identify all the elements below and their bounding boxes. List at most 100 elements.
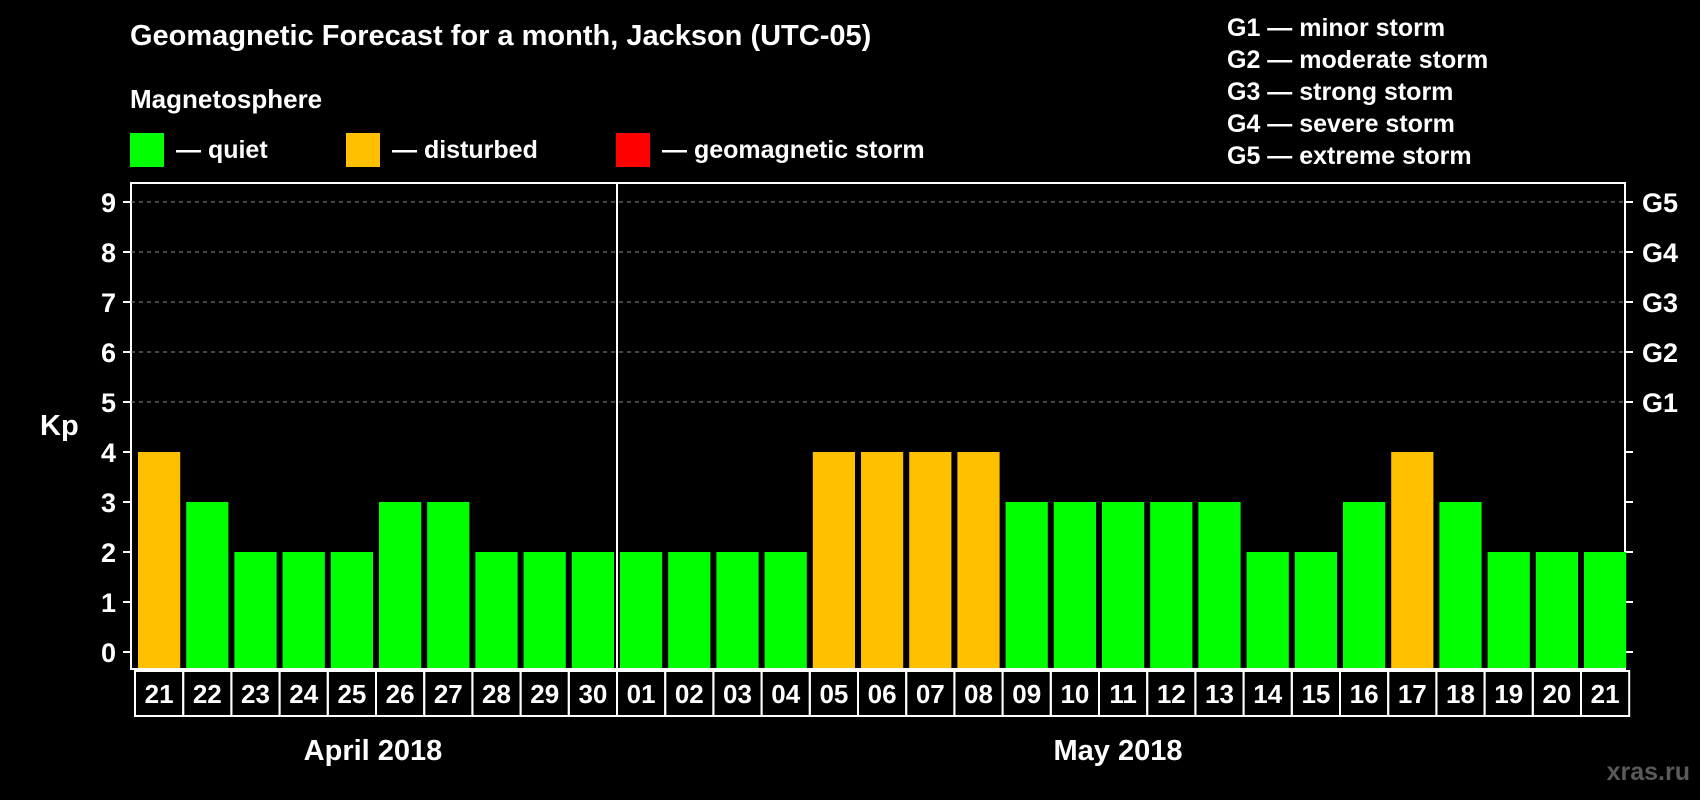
x-tick-label-26: 17 bbox=[1398, 679, 1427, 709]
bar-2-23 bbox=[234, 552, 277, 668]
bar-11-02 bbox=[668, 552, 711, 668]
x-tick-label-8: 29 bbox=[530, 679, 559, 709]
y-tick-label-2: 2 bbox=[101, 538, 116, 568]
bar-14-05 bbox=[812, 452, 855, 668]
x-tick-label-3: 24 bbox=[289, 679, 318, 709]
y-tick-label-9: 9 bbox=[101, 188, 116, 218]
y-tick-label-8: 8 bbox=[101, 238, 116, 268]
bar-18-09 bbox=[1005, 502, 1048, 668]
y-tick-label-0: 0 bbox=[101, 638, 116, 668]
y-tick-label-1: 1 bbox=[101, 588, 116, 618]
x-tick-label-16: 07 bbox=[916, 679, 945, 709]
g-level-legend: G1 — minor storm G2 — moderate storm G3 … bbox=[1227, 12, 1488, 172]
y-tick-label-7: 7 bbox=[101, 288, 116, 318]
x-tick-label-13: 04 bbox=[771, 679, 800, 709]
g-level-4: G4 — severe storm bbox=[1227, 110, 1455, 138]
plot-frame bbox=[130, 182, 1626, 670]
x-tick-label-21: 12 bbox=[1157, 679, 1186, 709]
bar-3-24 bbox=[282, 552, 325, 668]
y-tick-label-6: 6 bbox=[101, 338, 116, 368]
bar-30-21 bbox=[1584, 552, 1627, 668]
x-tick-label-12: 03 bbox=[723, 679, 752, 709]
legend-quiet-label: — quiet bbox=[176, 135, 268, 164]
legend-quiet: — quiet bbox=[130, 133, 268, 167]
bar-7-28 bbox=[475, 552, 518, 668]
y-tick-label-4: 4 bbox=[101, 438, 116, 468]
bar-15-06 bbox=[861, 452, 904, 668]
g-level-1: G1 — minor storm bbox=[1227, 14, 1446, 42]
date-box-30 bbox=[1580, 670, 1631, 717]
x-tick-label-2: 23 bbox=[241, 679, 270, 709]
bar-12-03 bbox=[716, 552, 759, 668]
bar-1-22 bbox=[186, 502, 229, 668]
right-axis-label-g3: G3 bbox=[1642, 288, 1678, 318]
x-tick-label-17: 08 bbox=[964, 679, 993, 709]
x-tick-label-25: 16 bbox=[1350, 679, 1379, 709]
bar-4-25 bbox=[330, 552, 373, 668]
bar-20-11 bbox=[1102, 502, 1145, 668]
bar-19-10 bbox=[1053, 502, 1096, 668]
x-tick-label-7: 28 bbox=[482, 679, 511, 709]
bar-25-16 bbox=[1343, 502, 1386, 668]
x-tick-label-1: 22 bbox=[193, 679, 222, 709]
bar-0-21 bbox=[138, 452, 181, 668]
x-tick-label-0: 21 bbox=[145, 679, 174, 709]
legend-disturbed: — disturbed bbox=[346, 133, 538, 167]
bar-8-29 bbox=[523, 552, 566, 668]
bar-23-14 bbox=[1246, 552, 1289, 668]
g-level-3: G3 — strong storm bbox=[1227, 78, 1454, 106]
bar-24-15 bbox=[1294, 552, 1337, 668]
bar-21-12 bbox=[1150, 502, 1193, 668]
bar-26-17 bbox=[1391, 452, 1434, 668]
x-tick-label-9: 30 bbox=[578, 679, 607, 709]
x-tick-label-27: 18 bbox=[1446, 679, 1475, 709]
right-axis-label-g5: G5 bbox=[1642, 188, 1678, 218]
x-tick-label-20: 11 bbox=[1109, 679, 1137, 709]
bar-17-08 bbox=[957, 452, 1000, 668]
x-tick-label-15: 06 bbox=[868, 679, 897, 709]
y-tick-label-3: 3 bbox=[101, 488, 116, 518]
right-axis-label-g2: G2 bbox=[1642, 338, 1678, 368]
x-tick-label-29: 20 bbox=[1542, 679, 1571, 709]
legend-storm-label: — geomagnetic storm bbox=[662, 135, 925, 164]
x-tick-label-6: 27 bbox=[434, 679, 463, 709]
month-label-may: May 2018 bbox=[1053, 735, 1183, 767]
watermark: xras.ru bbox=[1606, 758, 1690, 786]
x-tick-label-19: 10 bbox=[1060, 679, 1089, 709]
right-axis-label-g4: G4 bbox=[1642, 238, 1678, 268]
legend-disturbed-label: — disturbed bbox=[392, 135, 538, 164]
bar-29-20 bbox=[1535, 552, 1578, 668]
y-tick-label-5: 5 bbox=[101, 388, 116, 418]
bar-13-04 bbox=[764, 552, 807, 668]
bar-10-01 bbox=[620, 552, 663, 668]
bar-22-13 bbox=[1198, 502, 1241, 668]
x-tick-label-24: 15 bbox=[1301, 679, 1330, 709]
legend-storm-swatch bbox=[616, 133, 650, 167]
bar-16-07 bbox=[909, 452, 952, 668]
legend-quiet-swatch bbox=[130, 133, 164, 167]
x-tick-label-30: 21 bbox=[1591, 679, 1620, 709]
magnetosphere-subtitle: Magnetosphere bbox=[130, 84, 323, 114]
legend-storm: — geomagnetic storm bbox=[616, 133, 925, 167]
x-tick-label-10: 01 bbox=[627, 679, 656, 709]
month-label-april: April 2018 bbox=[303, 735, 443, 767]
legend-disturbed-swatch bbox=[346, 133, 380, 167]
bar-5-26 bbox=[379, 502, 422, 668]
x-tick-label-5: 26 bbox=[386, 679, 415, 709]
g-level-2: G2 — moderate storm bbox=[1227, 46, 1489, 74]
x-tick-label-18: 09 bbox=[1012, 679, 1041, 709]
bar-6-27 bbox=[427, 502, 470, 668]
x-tick-label-4: 25 bbox=[337, 679, 366, 709]
x-tick-label-23: 14 bbox=[1253, 679, 1282, 709]
bar-27-18 bbox=[1439, 502, 1482, 668]
x-tick-label-22: 13 bbox=[1205, 679, 1234, 709]
right-axis-label-g1: G1 bbox=[1642, 388, 1678, 418]
x-tick-label-28: 19 bbox=[1494, 679, 1523, 709]
y-axis-label: Kp bbox=[40, 410, 79, 442]
g-level-5: G5 — extreme storm bbox=[1227, 142, 1472, 170]
bar-9-30 bbox=[571, 552, 614, 668]
x-tick-label-11: 02 bbox=[675, 679, 704, 709]
chart-title: Geomagnetic Forecast for a month, Jackso… bbox=[130, 20, 872, 52]
bar-28-19 bbox=[1487, 552, 1530, 668]
